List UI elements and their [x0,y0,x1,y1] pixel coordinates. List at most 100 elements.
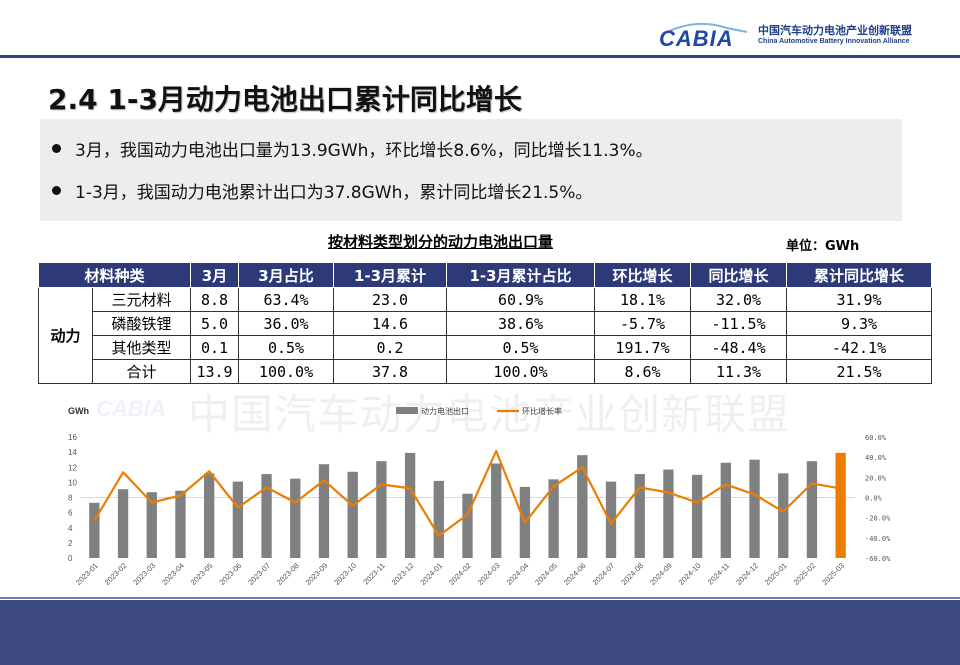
table-cell: 14.6 [333,311,448,336]
legend-label-exports: 动力电池出口 [421,406,469,416]
y-right-tick-label: -40.0% [865,535,891,543]
header-cell: 环比增长 [594,262,692,288]
table-cell: -48.4% [690,335,788,360]
table-cell: 合计 [91,359,192,384]
x-tick-label: 2023-02 [103,561,129,587]
bar-2023-03 [146,492,157,558]
legend-swatch-exports [396,407,418,414]
table-row: 磷酸铁锂 5.0 36.0% 14.6 38.6% -5.7% -11.5% 9… [39,311,933,336]
table-cell: 18.1% [594,287,692,312]
bar-2023-09 [318,464,330,558]
header-divider [0,55,960,58]
x-tick-label: 2023-10 [332,561,358,587]
bar-2023-08 [290,478,301,558]
y-right-tick-label: 40.0% [865,454,887,462]
cabia-logo-mark: CABIA [657,22,752,51]
table-cell: 0.1 [190,335,240,360]
y-right-tick-label: -20.0% [865,515,891,523]
bar-2024-07 [605,481,617,558]
x-tick-label: 2024-08 [619,561,645,587]
y-right-tick-label: -60.0% [865,555,891,563]
x-tick-label: 2024-03 [476,561,502,587]
summary-bullet: 1-3月，我国动力电池累计出口为37.8GWh，累计同比增长21.5%。 [52,178,592,203]
table-cell: 0.2 [333,335,448,360]
x-tick-label: 2023-09 [304,561,330,587]
table-unit: 单位：GWh [786,239,860,254]
y-right-tick-label: 60.0% [865,434,887,442]
bar-2024-09 [663,469,674,558]
y-left-tick-label: 6 [68,509,73,518]
x-tick-label: 2023-04 [160,561,186,587]
x-tick-label: 2025-03 [820,561,846,587]
table-cell: 37.8 [333,359,448,384]
group-label: 动力 [38,287,93,384]
table-cell: 8.6% [594,359,692,384]
bar-2025-03 [835,452,846,558]
table-cell: 11.3% [690,359,788,384]
table-cell: 磷酸铁锂 [91,311,192,336]
x-tick-label: 2024-10 [677,561,703,587]
x-tick-label: 2024-12 [734,561,760,587]
bar-2023-10 [347,471,358,558]
table-cell: 31.9% [786,287,933,312]
x-tick-label: 2023-11 [361,561,386,586]
bar-2023-06 [232,481,244,558]
bar-2023-01 [89,502,100,558]
header-cell: 1-3月累计 [333,262,448,288]
table-cell: 60.9% [446,287,596,312]
watermark-logo: CABIA [96,396,166,421]
x-tick-label: 2024-01 [418,561,444,587]
x-tick-label: 2023-01 [74,561,100,587]
table-cell: 三元材料 [91,287,192,312]
x-tick-label: 2023-07 [246,561,272,587]
header-cell: 3月占比 [238,262,335,288]
table-cell: 0.5% [238,335,335,360]
x-tick-label: 2024-05 [533,561,559,587]
x-tick-label: 2025-02 [792,561,818,587]
footer-divider [0,597,960,599]
x-tick-label: 2024-04 [504,561,530,587]
header-cell: 累计同比增长 [786,262,933,288]
y-left-tick-label: 14 [68,448,77,457]
y-left-tick-label: 2 [68,539,73,548]
cabia-logo: CABIA 中国汽车动力电池产业创新联盟 China Automotive Ba… [657,18,957,52]
page-title: 2.4 1-3月动力电池出口累计同比增长 [48,83,522,116]
bar-2023-02 [117,489,129,558]
bar-2023-07 [261,474,272,558]
table-cell: 100.0% [238,359,335,384]
bar-2025-02 [806,461,818,558]
x-tick-label: 2023-12 [390,561,416,587]
y-right-tick-label: 0.0% [865,495,883,503]
table-cell: 21.5% [786,359,933,384]
mom-growth-line [93,449,841,537]
bullet-dot-icon [52,186,61,195]
bar-2024-03 [491,463,502,558]
header-cell: 材料种类 [37,262,192,288]
table-cell: 9.3% [786,311,933,336]
table-cell: 191.7% [594,335,692,360]
table-row: 动力 三元材料 8.8 63.4% 23.0 60.9% 18.1% 32.0%… [38,287,933,384]
bar-2024-06 [577,455,588,558]
bullet-text: 3月，我国动力电池出口量为13.9GWh，环比增长8.6%，同比增长11.3%。 [75,141,653,161]
x-tick-label: 2023-05 [189,561,215,587]
bullet-text: 1-3月，我国动力电池累计出口为37.8GWh，累计同比增长21.5%。 [75,183,593,203]
header-cell: 同比增长 [690,262,788,288]
x-tick-label: 2023-06 [217,561,243,587]
table-cell: -11.5% [690,311,788,336]
org-name-cn: 中国汽车动力电池产业创新联盟 [758,24,912,37]
x-tick-label: 2023-08 [275,561,301,587]
y-left-tick-label: 16 [68,433,77,442]
x-tick-label: 2024-06 [562,561,588,587]
bar-2023-04 [175,490,186,558]
table-cell: 5.0 [190,311,240,336]
y-left-tick-label: 4 [68,524,73,533]
y-left-tick-label: 0 [68,554,73,563]
x-tick-label: 2024-11 [706,561,731,586]
bullet-dot-icon [52,144,61,153]
bar-2025-01 [778,473,789,558]
bar-2024-11 [720,462,731,558]
table-cell: 8.8 [190,287,240,312]
table-cell: -5.7% [594,311,692,336]
table-row: 其他类型 0.1 0.5% 0.2 0.5% 191.7% -48.4% -42… [39,335,933,360]
table-header-row: 材料种类 3月 3月占比 1-3月累计 1-3月累计占比 环比增长 同比增长 累… [37,262,933,288]
